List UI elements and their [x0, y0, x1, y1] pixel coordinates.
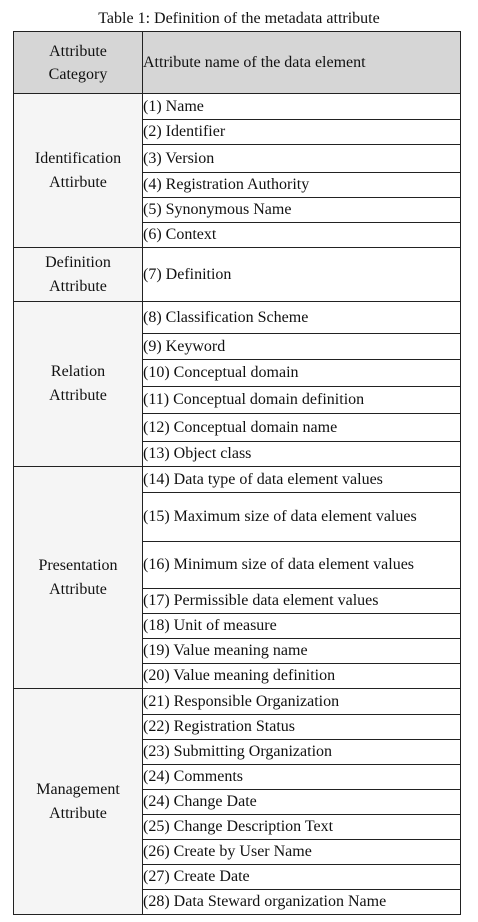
category-line-2: Attribute: [49, 804, 107, 822]
attribute-item: (22) Registration Status: [142, 714, 461, 740]
table-caption: Table 1: Definition of the metadata attr…: [98, 10, 380, 27]
category-line-2: Attirbute: [49, 173, 107, 191]
table-row: (12) Conceptual domain name: [14, 413, 461, 442]
table-row: Management Attribute (21) Responsible Or…: [13, 688, 461, 915]
table-row: Presentation Attribute (14) Data type of…: [13, 466, 461, 689]
attribute-item: (6) Context: [142, 222, 461, 248]
header-attribute-category: Attribute Category: [13, 31, 143, 94]
attribute-item: (21) Responsible Organization: [142, 688, 461, 715]
category-management: Management Attribute: [13, 688, 143, 915]
attribute-item: (8) Classification Scheme: [142, 301, 461, 334]
attribute-item: (5) Synonymous Name: [142, 197, 461, 223]
category-line-2: Attribute: [49, 387, 107, 404]
table-row: (24) Change Date: [14, 789, 461, 815]
table-row: (28) Data Steward organization Name: [14, 889, 461, 915]
attribute-item: (10) Conceptual domain: [142, 359, 461, 387]
header-attribute-name: Attribute name of the data element: [142, 31, 461, 94]
attribute-item: (1) Name: [142, 93, 461, 120]
attribute-item: (13) Object class: [142, 441, 461, 467]
attribute-item: (15) Maximum size of data element values: [142, 492, 461, 542]
attribute-item: (16) Minimum size of data element values: [142, 541, 461, 589]
attribute-item: (24) Comments: [142, 764, 461, 790]
table-row: (15) Maximum size of data element values: [14, 492, 461, 542]
header-category-line-1: Attribute: [49, 42, 107, 60]
attribute-item: (12) Conceptual domain name: [142, 413, 461, 442]
table-row: (10) Conceptual domain: [14, 359, 461, 387]
category-line-2: Attribute: [49, 277, 107, 295]
table-row: Identification Attirbute (1) Name: [13, 93, 461, 248]
table-row: (25) Change Description Text: [14, 814, 461, 840]
table-row: (18) Unit of measure: [14, 613, 461, 639]
table-row: (17) Permissible data element values: [14, 588, 461, 614]
category-line-1: Identification: [34, 149, 122, 167]
attribute-item: (20) Value meaning definition: [142, 663, 461, 689]
table-row: (3) Version: [14, 144, 461, 173]
category-line-1: Management: [36, 780, 120, 798]
category-definition: Definition Attribute: [13, 247, 143, 302]
attribute-item: (27) Create Date: [142, 864, 461, 890]
attribute-item: (23) Submitting Organization: [142, 739, 461, 765]
category-line-2: Attribute: [49, 580, 107, 598]
attribute-item: (3) Version: [142, 144, 461, 173]
attribute-item: (24) Change Date: [142, 789, 461, 815]
attribute-item: (9) Keyword: [142, 333, 461, 360]
table-row: (19) Value meaning name: [14, 638, 461, 664]
metadata-attribute-table: Attribute Category Attribute name of the…: [13, 31, 461, 915]
category-line-1: Presentation: [38, 556, 118, 574]
category-line-1: Definition: [45, 253, 111, 271]
table-row: Relation Attribute (8) Classification Sc…: [13, 301, 461, 467]
table-row: (5) Synonymous Name: [14, 197, 461, 223]
table-row: (20) Value meaning definition: [14, 663, 461, 689]
attribute-item: (17) Permissible data element values: [142, 588, 461, 614]
category-identification: Identification Attirbute: [13, 93, 143, 248]
attribute-item: (4) Registration Authority: [142, 172, 461, 198]
attribute-item: (26) Create by User Name: [142, 839, 461, 865]
attribute-item: (7) Definition: [142, 247, 461, 302]
table-row: (22) Registration Status: [14, 714, 461, 740]
table-row: (2) Identifier: [14, 119, 461, 145]
header-category-line-2: Category: [48, 65, 108, 83]
attribute-item: (14) Data type of data element values: [142, 466, 461, 493]
table-row: Definition Attribute (7) Definition: [13, 247, 461, 302]
category-relation: Relation Attribute: [13, 301, 143, 467]
table-header-row: Attribute Category Attribute name of the…: [13, 31, 461, 94]
attribute-item: (28) Data Steward organization Name: [142, 889, 461, 915]
category-line-1: Relation: [50, 363, 106, 380]
category-presentation: Presentation Attribute: [13, 466, 143, 689]
attribute-item: (25) Change Description Text: [142, 814, 461, 840]
table-row: (9) Keyword: [14, 333, 461, 360]
attribute-item: (2) Identifier: [142, 119, 461, 145]
table-row: (11) Conceptual domain definition: [14, 386, 461, 414]
table-row: (16) Minimum size of data element values: [14, 541, 461, 589]
attribute-item: (11) Conceptual domain definition: [142, 386, 461, 414]
attribute-item: (19) Value meaning name: [142, 638, 461, 664]
attribute-item: (18) Unit of measure: [142, 613, 461, 639]
table-row: (13) Object class: [14, 441, 461, 467]
